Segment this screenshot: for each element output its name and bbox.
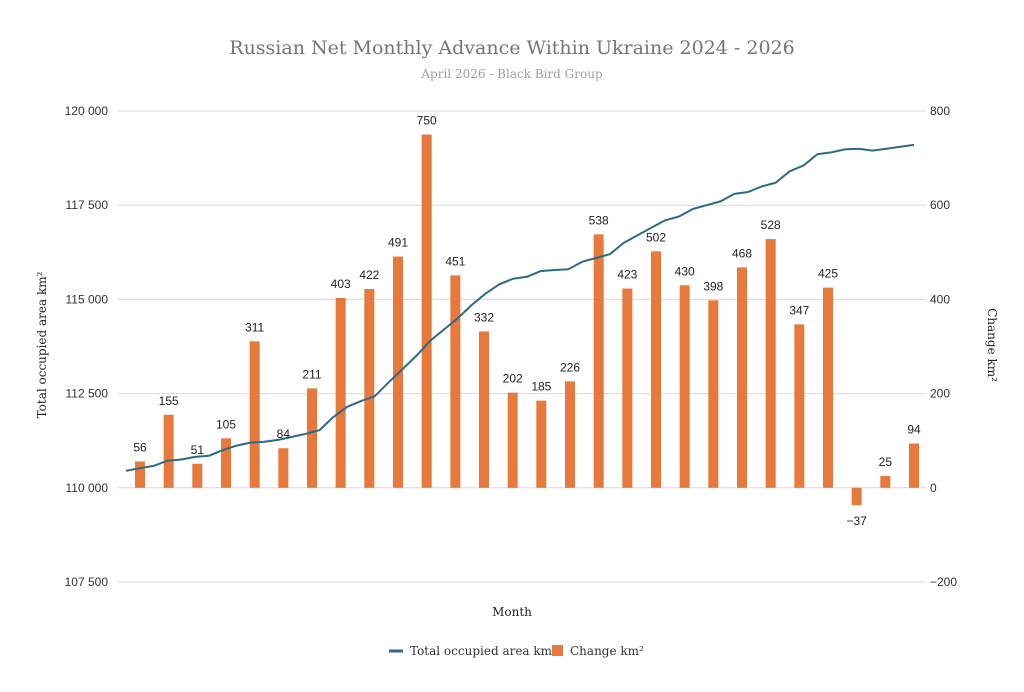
bar-data-label: 84 <box>277 427 291 441</box>
bar <box>163 414 174 488</box>
y-left-tick-label: 112 500 <box>66 387 109 401</box>
bar <box>679 285 690 488</box>
y-right-tick-label: −200 <box>930 575 957 589</box>
total-area-line <box>125 143 915 472</box>
bar-data-label: 332 <box>474 310 494 324</box>
bar <box>221 438 231 488</box>
bar <box>192 463 203 488</box>
legend-bar-swatch <box>552 645 563 656</box>
bar-data-label: 311 <box>245 320 264 334</box>
legend: Total occupied area km² Change km² <box>389 644 644 658</box>
bar-data-label: 226 <box>560 360 580 374</box>
bar-data-label: 502 <box>646 230 666 244</box>
x-axis-label: Month <box>492 605 532 619</box>
bar-data-label: 528 <box>761 218 781 232</box>
bar <box>479 331 489 488</box>
y-left-tick-label: 120 000 <box>65 104 109 118</box>
bar-data-label: 211 <box>302 367 321 381</box>
bar-data-label: 430 <box>675 264 695 278</box>
y-axis-right-label: Change km² <box>985 308 999 382</box>
bar <box>708 300 719 488</box>
bar <box>536 400 547 488</box>
bar <box>364 289 375 488</box>
bar <box>278 448 289 488</box>
bar <box>135 461 145 488</box>
chart-subtitle: April 2026 - Black Bird Group <box>420 67 603 81</box>
bar <box>565 381 575 488</box>
y-right-tick-label: 400 <box>930 292 950 306</box>
bar <box>765 239 776 488</box>
bar <box>851 487 862 506</box>
bar-data-label: 25 <box>879 455 893 469</box>
y-right-tick-label: 200 <box>930 387 950 401</box>
bar-data-label: 403 <box>331 277 351 291</box>
axis-ticks: 107 500 −200 110 000 0 112 500 200 115 000 400 1… <box>65 104 958 589</box>
data-labels: 56 155 51 105 311 84 211 403 422 491 750 451 332 202 1… <box>133 114 921 529</box>
bar <box>737 267 747 488</box>
bar <box>307 388 317 488</box>
bar <box>794 324 805 488</box>
bar-data-label: 398 <box>703 279 723 293</box>
line-series <box>125 143 915 472</box>
y-left-tick-label: 115 000 <box>66 292 109 306</box>
bar-data-label: 451 <box>445 254 465 268</box>
bar <box>823 287 833 488</box>
bar-data-label: 185 <box>531 380 551 394</box>
bar-data-label: 202 <box>503 372 523 386</box>
bar-data-label: 94 <box>907 423 921 437</box>
bar-data-label: 347 <box>789 303 809 317</box>
y-right-tick-label: 600 <box>930 198 950 212</box>
legend-bar-label: Change km² <box>570 644 644 658</box>
bar-data-label: 56 <box>133 440 147 454</box>
bar <box>593 234 604 488</box>
legend-line-label: Total occupied area km² <box>410 644 557 658</box>
y-left-tick-label: 110 000 <box>66 481 109 495</box>
bar <box>507 392 518 488</box>
y-right-tick-label: 800 <box>930 104 950 118</box>
bar <box>622 288 633 488</box>
y-left-tick-label: 117 500 <box>66 198 109 212</box>
bar <box>651 251 661 488</box>
bar-data-label: 750 <box>417 114 437 128</box>
bar <box>335 297 346 488</box>
bar <box>249 341 260 488</box>
bar-data-label: 422 <box>359 268 379 282</box>
bar <box>880 476 891 488</box>
bar-data-label: 491 <box>388 236 408 250</box>
bar <box>909 443 919 488</box>
grid-lines <box>118 110 926 583</box>
bar-data-label: 105 <box>216 417 236 431</box>
bar-data-label: 423 <box>617 268 637 282</box>
bar-data-label: 51 <box>191 443 205 457</box>
y-axis-left-label: Total occupied area km² <box>35 271 49 418</box>
bar <box>421 134 432 488</box>
bar-data-label: 538 <box>589 213 609 227</box>
bar-data-label: 155 <box>159 394 179 408</box>
chart-title: Russian Net Monthly Advance Within Ukrai… <box>229 37 794 59</box>
bar-data-label: 425 <box>818 267 838 281</box>
bar-series <box>135 134 919 506</box>
y-right-tick-label: 0 <box>930 481 937 495</box>
bar-data-label: 468 <box>732 246 752 260</box>
bar-data-label: −37 <box>846 514 867 528</box>
y-left-tick-label: 107 500 <box>65 575 109 589</box>
bar <box>450 275 461 488</box>
